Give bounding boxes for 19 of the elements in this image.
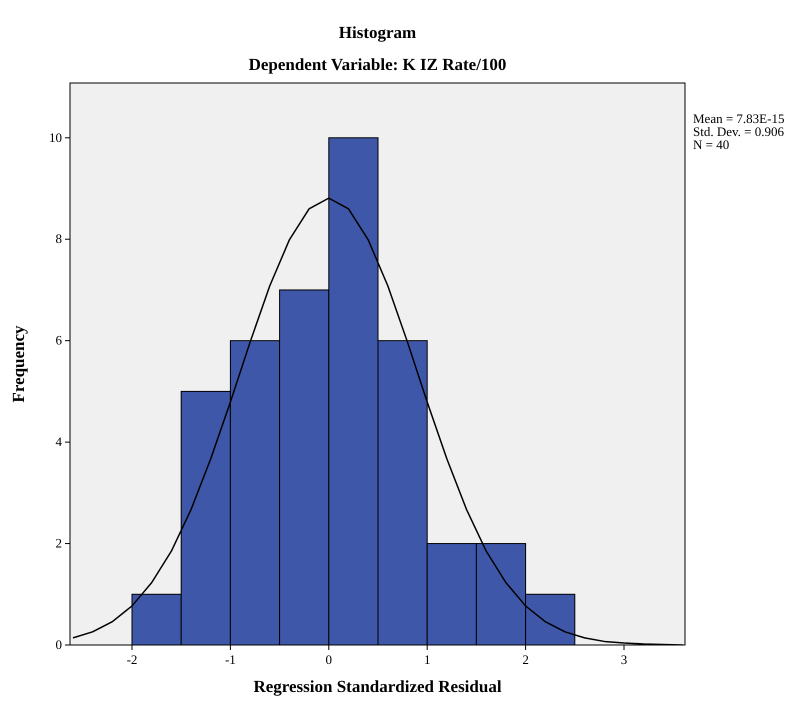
y-tick-label: 0 xyxy=(56,637,62,652)
x-tick-label: 1 xyxy=(424,652,430,667)
x-tick-label: 0 xyxy=(326,652,332,667)
y-tick-label: 6 xyxy=(56,332,62,348)
y-tick-label: 4 xyxy=(56,434,62,450)
chart-title: Histogram xyxy=(338,23,416,42)
text: N = 40 xyxy=(693,137,730,152)
y-tick-label: 10 xyxy=(49,130,62,145)
x-tick-label: 2 xyxy=(522,652,529,667)
text: Mean = 7.83E-15 xyxy=(693,111,784,126)
x-tick-label: 3 xyxy=(620,652,628,667)
y-tick-label: 2 xyxy=(56,536,62,551)
text: Std. Dev. = 0.906 xyxy=(693,124,784,139)
x-tick-label: -1 xyxy=(224,652,236,667)
x-axis-title: Regression Standardized Residual xyxy=(253,677,502,696)
y-tick-label: 8 xyxy=(56,231,62,246)
x-tick-label: -2 xyxy=(126,652,138,667)
chart-subtitle: Dependent Variable: K IZ Rate/100 xyxy=(248,55,506,74)
y-axis-title: Frequency xyxy=(9,324,28,403)
